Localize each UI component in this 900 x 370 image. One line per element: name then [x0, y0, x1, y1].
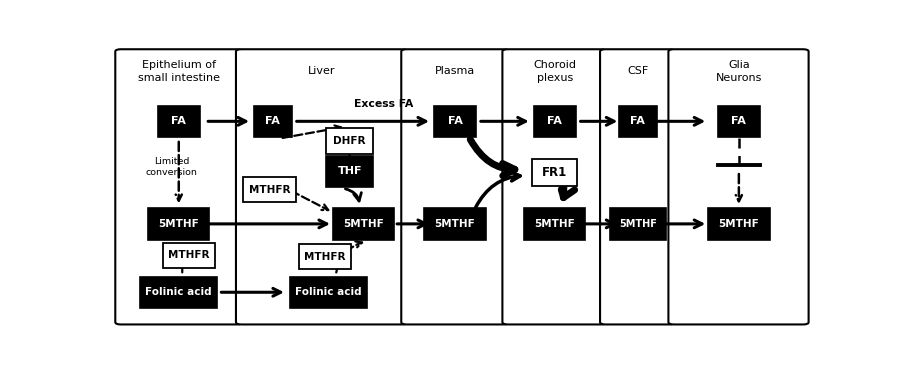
Text: FA: FA	[266, 116, 281, 126]
Text: CSF: CSF	[627, 67, 648, 77]
FancyBboxPatch shape	[299, 244, 351, 269]
Text: 5MTHF: 5MTHF	[435, 219, 475, 229]
Text: Plasma: Plasma	[435, 67, 475, 77]
FancyBboxPatch shape	[600, 49, 675, 324]
Text: FA: FA	[732, 116, 746, 126]
FancyBboxPatch shape	[148, 208, 210, 239]
FancyBboxPatch shape	[326, 155, 374, 187]
Text: FA: FA	[630, 116, 645, 126]
Text: Limited
conversion: Limited conversion	[146, 157, 198, 177]
Text: Folinic acid: Folinic acid	[295, 287, 362, 297]
Text: 5MTHF: 5MTHF	[343, 219, 384, 229]
FancyBboxPatch shape	[243, 177, 295, 202]
Text: FA: FA	[547, 116, 562, 126]
FancyBboxPatch shape	[502, 49, 607, 324]
FancyBboxPatch shape	[532, 159, 578, 186]
FancyBboxPatch shape	[401, 49, 508, 324]
FancyBboxPatch shape	[534, 106, 576, 137]
FancyBboxPatch shape	[333, 208, 394, 239]
Text: FR1: FR1	[542, 166, 567, 179]
FancyBboxPatch shape	[708, 208, 770, 239]
Text: THF: THF	[338, 166, 362, 176]
Text: 5MTHF: 5MTHF	[619, 219, 657, 229]
FancyBboxPatch shape	[254, 106, 292, 137]
FancyBboxPatch shape	[326, 128, 374, 154]
Text: 5MTHF: 5MTHF	[535, 219, 575, 229]
Text: 5MTHF: 5MTHF	[158, 219, 199, 229]
FancyBboxPatch shape	[434, 106, 476, 137]
Text: Liver: Liver	[308, 67, 336, 77]
Text: 5MTHF: 5MTHF	[718, 219, 760, 229]
Text: Glia
Neurons: Glia Neurons	[716, 60, 762, 83]
Text: Folinic acid: Folinic acid	[146, 287, 212, 297]
Text: DHFR: DHFR	[333, 136, 366, 146]
FancyBboxPatch shape	[669, 49, 808, 324]
FancyBboxPatch shape	[424, 208, 486, 239]
Text: Excess FA: Excess FA	[354, 99, 413, 109]
FancyBboxPatch shape	[115, 49, 242, 324]
Text: Choroid
plexus: Choroid plexus	[533, 60, 576, 83]
FancyBboxPatch shape	[158, 106, 200, 137]
Text: FA: FA	[171, 116, 186, 126]
FancyBboxPatch shape	[618, 106, 657, 137]
FancyBboxPatch shape	[291, 277, 367, 308]
FancyBboxPatch shape	[718, 106, 760, 137]
Text: FA: FA	[447, 116, 463, 126]
Text: Epithelium of
small intestine: Epithelium of small intestine	[138, 60, 220, 83]
FancyBboxPatch shape	[610, 208, 666, 239]
FancyBboxPatch shape	[140, 277, 217, 308]
Text: MTHFR: MTHFR	[248, 185, 290, 195]
FancyBboxPatch shape	[524, 208, 585, 239]
Text: MTHFR: MTHFR	[168, 250, 210, 260]
FancyBboxPatch shape	[236, 49, 408, 324]
FancyBboxPatch shape	[163, 243, 215, 268]
Text: MTHFR: MTHFR	[304, 252, 346, 262]
